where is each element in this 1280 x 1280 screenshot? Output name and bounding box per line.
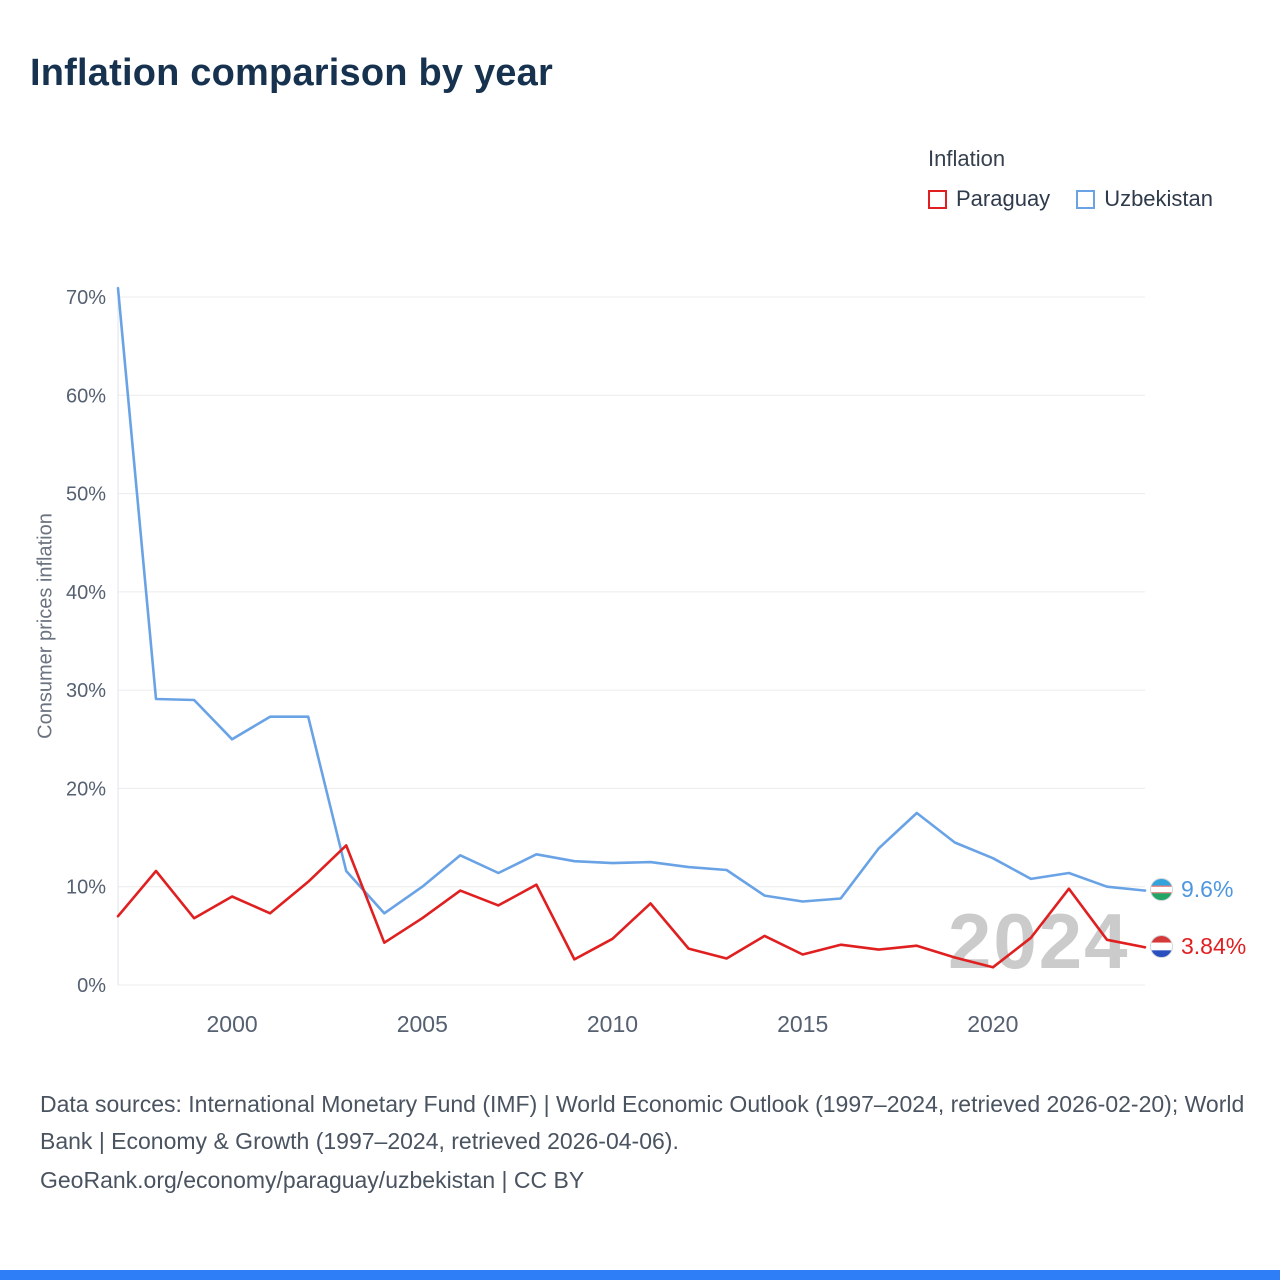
x-tick-label: 2005 xyxy=(397,1011,448,1037)
paraguay-flag-icon xyxy=(1150,935,1173,958)
y-tick-label: 0% xyxy=(77,975,106,997)
chart-legend: Inflation Paraguay Uzbekistan xyxy=(928,146,1213,212)
legend-item-uzbekistan[interactable]: Uzbekistan xyxy=(1076,186,1213,212)
paraguay-line xyxy=(116,844,1147,969)
y-tick-label: 60% xyxy=(66,385,106,407)
legend-title: Inflation xyxy=(928,146,1006,171)
legend-label-uzbekistan: Uzbekistan xyxy=(1104,186,1214,211)
paraguay-value-label: 3.84% xyxy=(1181,933,1247,959)
y-tick-label: 50% xyxy=(66,484,106,506)
x-tick-label: 2010 xyxy=(587,1011,638,1037)
data-sources-text: Data sources: International Monetary Fun… xyxy=(40,1091,1245,1154)
uzbekistan-value-label: 9.6% xyxy=(1181,876,1234,902)
y-tick-label: 40% xyxy=(66,582,106,604)
uzbekistan-line xyxy=(116,286,1147,915)
inflation-line-chart: 0% 10% 20% 30% 40% 50% 60% 70% 2000 2005 2010 2015 2… xyxy=(66,286,1147,1037)
brand-bar xyxy=(0,1270,1280,1280)
x-tick-label: 2015 xyxy=(777,1011,828,1037)
y-tick-label: 20% xyxy=(66,778,106,800)
page-title: Inflation comparison by year xyxy=(30,52,553,94)
legend-label-paraguay: Paraguay xyxy=(956,186,1051,211)
watermark-year: 2024 xyxy=(948,897,1130,985)
x-tick-label: 2000 xyxy=(207,1011,258,1037)
y-axis-title: Consumer prices inflation xyxy=(34,513,57,739)
attribution-link[interactable]: GeoRank.org/economy/paraguay/uzbekistan … xyxy=(40,1166,585,1193)
paraguay-end-label: 3.84% xyxy=(1150,933,1246,960)
footer: Data sources: International Monetary Fun… xyxy=(40,1086,1250,1198)
y-tick-label: 70% xyxy=(66,287,106,309)
y-tick-label: 10% xyxy=(66,877,106,899)
legend-item-paraguay[interactable]: Paraguay xyxy=(928,186,1050,212)
legend-items: Paraguay Uzbekistan xyxy=(928,186,1213,212)
uzbekistan-flag-icon xyxy=(1150,878,1173,901)
x-tick-label: 2020 xyxy=(967,1011,1018,1037)
y-tick-label: 30% xyxy=(66,680,106,702)
uzbekistan-end-label: 9.6% xyxy=(1150,876,1233,903)
uzbekistan-swatch-icon xyxy=(1076,189,1096,209)
paraguay-swatch-icon xyxy=(928,189,947,209)
